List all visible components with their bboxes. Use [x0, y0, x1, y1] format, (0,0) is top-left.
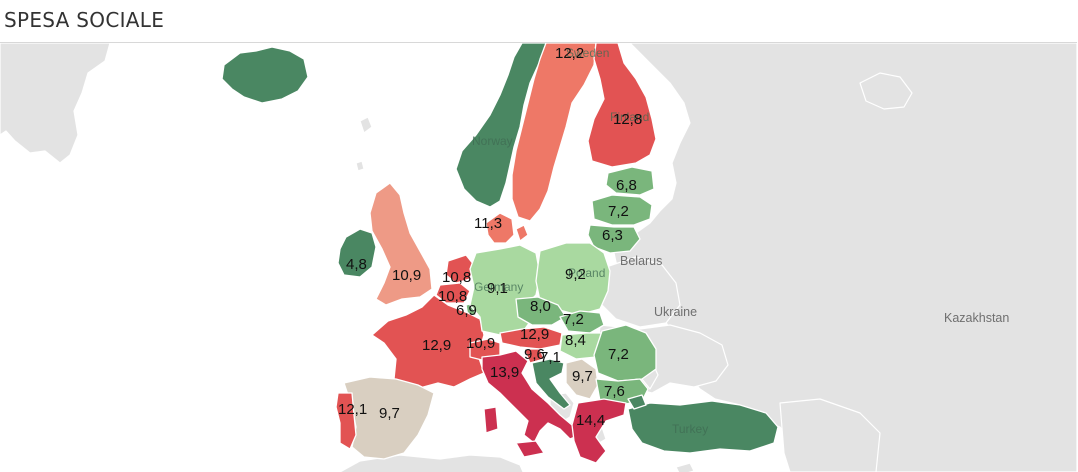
- value-finland: 12,8: [613, 111, 642, 128]
- value-serbia: 9,7: [572, 368, 593, 385]
- value-lithuania: 6,3: [602, 227, 623, 244]
- country-greece[interactable]: [571, 398, 627, 464]
- label-poland: Poland: [568, 266, 605, 280]
- country-denmark-island[interactable]: [515, 224, 529, 242]
- country-austria[interactable]: [499, 326, 563, 350]
- value-czechia: 8,0: [530, 298, 551, 315]
- country-ireland[interactable]: [337, 228, 377, 278]
- country-finland[interactable]: [587, 43, 657, 168]
- label-finland: Finland: [610, 110, 649, 124]
- value-slovakia: 7,2: [563, 311, 584, 328]
- country-denmark[interactable]: [485, 212, 515, 244]
- country-italy[interactable]: [481, 350, 581, 444]
- value-bulgaria: 7,6: [604, 383, 625, 400]
- value-greece: 14,4: [576, 412, 605, 429]
- europe-choropleth-map[interactable]: Norway Sweden Finland Belarus Ukraine Ka…: [0, 43, 1077, 472]
- country-uk[interactable]: [369, 182, 433, 306]
- value-estonia: 6,8: [616, 177, 637, 194]
- country-serbia[interactable]: [565, 358, 599, 400]
- country-latvia[interactable]: [591, 194, 653, 226]
- value-hungary: 8,4: [565, 332, 586, 349]
- value-belgium: 10,8: [438, 288, 467, 305]
- label-turkey: Turkey: [672, 422, 708, 436]
- label-norway: Norway: [472, 134, 513, 148]
- value-switzerland: 10,9: [466, 335, 495, 352]
- country-lithuania[interactable]: [587, 224, 641, 254]
- country-portugal[interactable]: [335, 392, 357, 450]
- country-poland[interactable]: [535, 242, 611, 316]
- value-croatia: 7,1: [540, 349, 561, 366]
- country-croatia[interactable]: [531, 358, 571, 410]
- value-uk: 10,9: [392, 267, 421, 284]
- country-romania[interactable]: [593, 324, 657, 382]
- value-italy: 13,9: [490, 364, 519, 381]
- value-france: 12,9: [422, 337, 451, 354]
- country-iceland[interactable]: [221, 46, 309, 104]
- country-italy-sardinia[interactable]: [483, 406, 499, 434]
- country-slovenia[interactable]: [523, 348, 545, 364]
- country-sweden[interactable]: [511, 43, 597, 222]
- chart-title: SPESA SOCIALE: [4, 8, 165, 32]
- country-estonia[interactable]: [605, 166, 655, 196]
- value-luxembourg: 6,9: [456, 302, 477, 319]
- country-belgium[interactable]: [435, 282, 471, 304]
- value-romania: 7,2: [608, 346, 629, 363]
- country-czechia[interactable]: [515, 296, 567, 326]
- country-netherlands[interactable]: [445, 254, 475, 284]
- label-belarus: Belarus: [620, 254, 662, 268]
- country-turkey[interactable]: [627, 400, 779, 454]
- value-sweden: 12,2: [555, 45, 584, 62]
- value-slovenia: 9,6: [524, 346, 545, 363]
- value-ireland: 4,8: [346, 256, 367, 273]
- label-kazakhstan: Kazakhstan: [944, 311, 1009, 325]
- value-poland: 9,2: [565, 266, 586, 283]
- country-slovakia[interactable]: [559, 310, 605, 334]
- label-ukraine: Ukraine: [654, 305, 697, 319]
- country-italy-sicily[interactable]: [515, 440, 545, 458]
- value-denmark: 11,3: [474, 215, 502, 232]
- value-germany: 9,1: [487, 280, 508, 297]
- background-land: [0, 43, 1077, 472]
- label-sweden: Sweden: [566, 46, 609, 60]
- country-turkey-thrace[interactable]: [627, 394, 647, 410]
- value-austria: 12,9: [520, 326, 549, 343]
- value-portugal: 12,1: [338, 401, 367, 418]
- label-germany: Germany: [474, 280, 523, 294]
- value-spain: 9,7: [379, 405, 400, 422]
- value-latvia: 7,2: [608, 203, 629, 220]
- country-norway[interactable]: [455, 43, 547, 208]
- map-view[interactable]: Norway Sweden Finland Belarus Ukraine Ka…: [0, 42, 1077, 472]
- value-netherlands: 10,8: [442, 269, 471, 286]
